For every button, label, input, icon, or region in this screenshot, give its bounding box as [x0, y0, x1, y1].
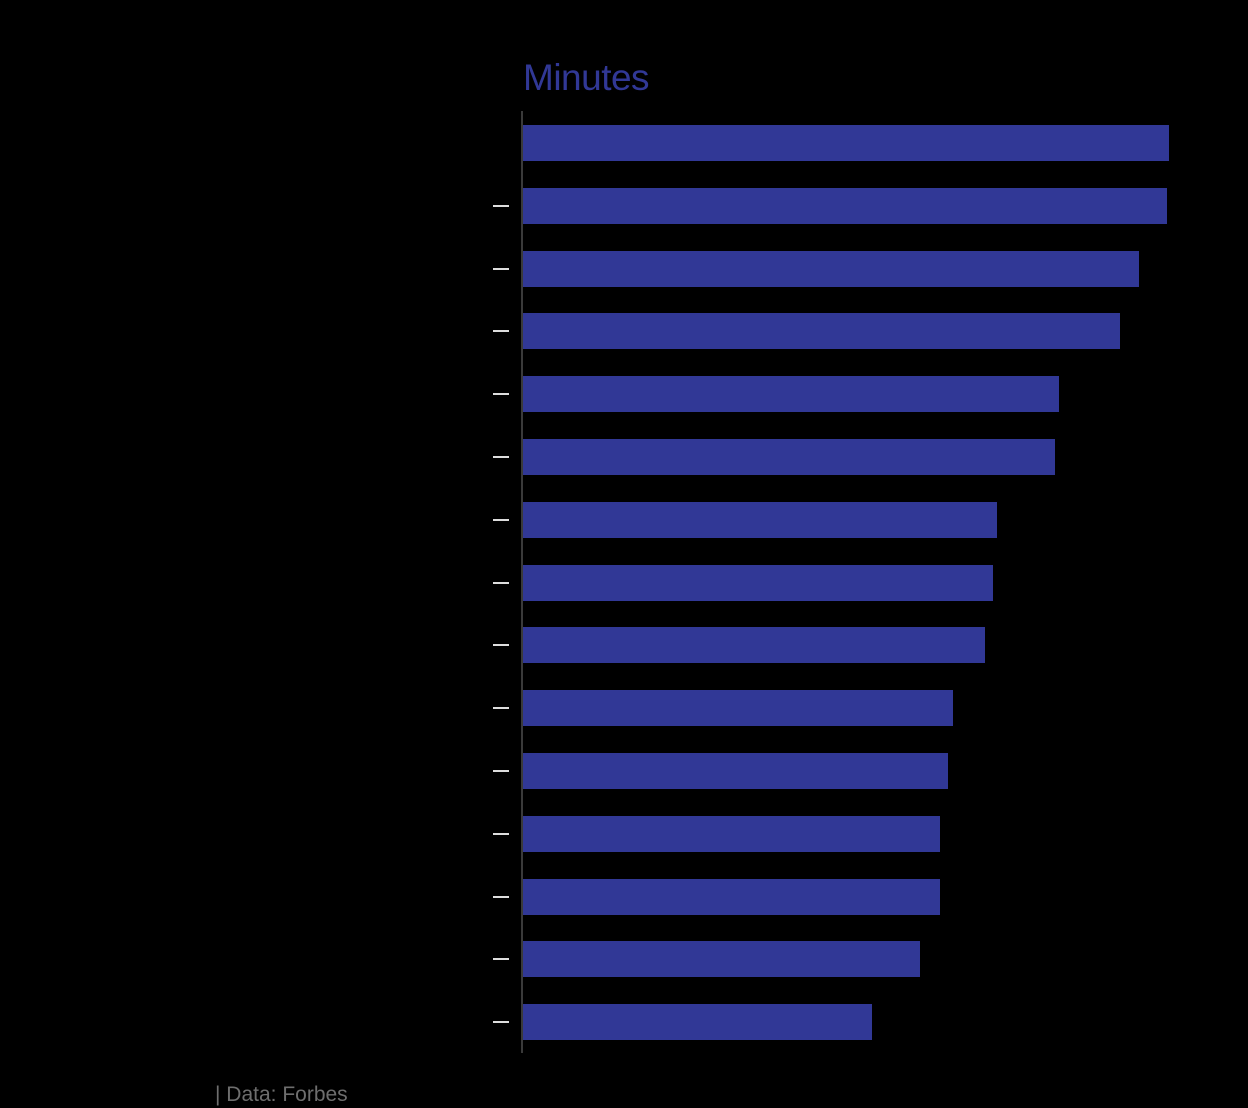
bar: [523, 313, 1120, 349]
bar: [523, 188, 1167, 224]
dash-marker-icon: [493, 833, 509, 835]
dash-marker-icon: [493, 958, 509, 960]
dash-marker-icon: [493, 268, 509, 270]
bar-row: [0, 690, 1248, 726]
bar-row: [0, 376, 1248, 412]
dash-marker-icon: [493, 582, 509, 584]
bar-row: [0, 188, 1248, 224]
dash-marker-icon: [493, 1021, 509, 1023]
dash-marker-icon: [493, 707, 509, 709]
bar: [523, 690, 953, 726]
bar: [523, 376, 1059, 412]
bar-row: [0, 313, 1248, 349]
dash-marker-icon: [493, 519, 509, 521]
dash-marker-icon: [493, 456, 509, 458]
source-note: | Data: Forbes: [215, 1083, 348, 1106]
bar: [523, 125, 1169, 161]
dash-marker-icon: [493, 205, 509, 207]
bar-row: [0, 753, 1248, 789]
bar: [523, 627, 985, 663]
dash-marker-icon: [493, 644, 509, 646]
dash-marker-icon: [493, 896, 509, 898]
bar: [523, 879, 940, 915]
bar-row: [0, 879, 1248, 915]
bar-row: [0, 251, 1248, 287]
bar: [523, 502, 997, 538]
unit-title: Minutes: [523, 57, 650, 98]
bar-row: [0, 627, 1248, 663]
bar: [523, 816, 940, 852]
bar: [523, 439, 1055, 475]
bar: [523, 753, 948, 789]
bar-row: [0, 125, 1248, 161]
bar: [523, 565, 993, 601]
bar-row: [0, 439, 1248, 475]
bar-row: [0, 941, 1248, 977]
bar: [523, 941, 920, 977]
bar-row: [0, 1004, 1248, 1040]
bar-row: [0, 816, 1248, 852]
dash-marker-icon: [493, 330, 509, 332]
dash-marker-icon: [493, 770, 509, 772]
bar: [523, 1004, 872, 1040]
dash-marker-icon: [493, 393, 509, 395]
bar-row: [0, 565, 1248, 601]
bar: [523, 251, 1139, 287]
y-axis-line: [521, 111, 523, 1053]
bar-row: [0, 502, 1248, 538]
